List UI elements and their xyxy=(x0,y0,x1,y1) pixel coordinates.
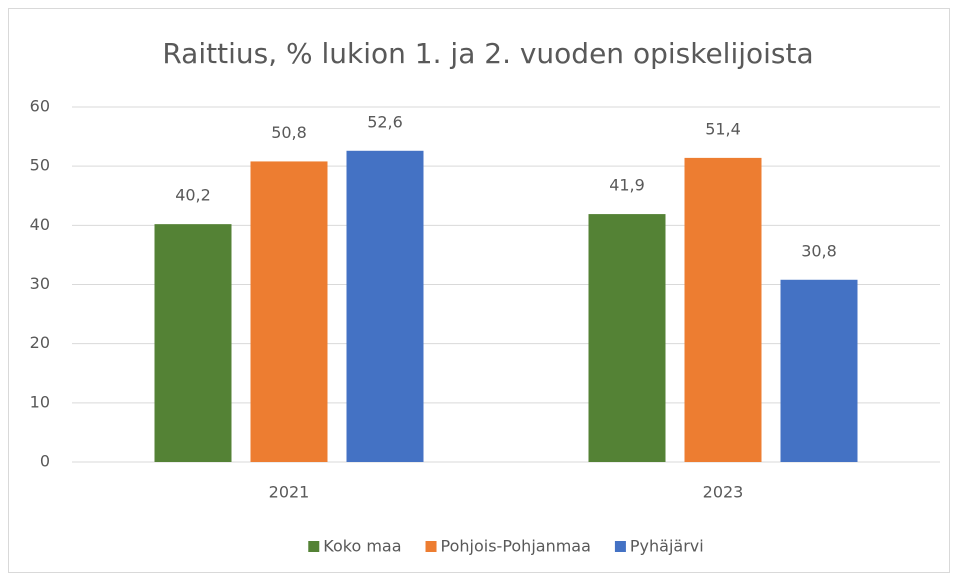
bar xyxy=(588,214,666,462)
data-label: 50,8 xyxy=(271,123,307,142)
y-tick-label: 20 xyxy=(30,333,50,352)
bar xyxy=(250,161,328,462)
chart-title: Raittius, % lukion 1. ja 2. vuoden opisk… xyxy=(162,37,813,70)
legend-label: Pyhäjärvi xyxy=(630,537,704,556)
data-label: 40,2 xyxy=(175,186,211,205)
data-label: 52,6 xyxy=(367,112,403,131)
y-tick-label: 30 xyxy=(30,274,50,293)
bar xyxy=(780,279,858,462)
data-label: 30,8 xyxy=(801,241,837,260)
data-label: 51,4 xyxy=(705,119,741,138)
legend-swatch xyxy=(614,541,626,552)
bar xyxy=(154,224,232,462)
y-tick-label: 60 xyxy=(30,97,50,116)
legend-swatch xyxy=(425,541,437,552)
bar xyxy=(346,150,424,463)
y-tick-label: 40 xyxy=(30,215,50,234)
y-tick-label: 50 xyxy=(30,156,50,175)
bar xyxy=(684,157,762,462)
legend-label: Pohjois-Pohjanmaa xyxy=(441,537,591,556)
x-tick-label: 2021 xyxy=(269,483,310,502)
data-label: 41,9 xyxy=(609,176,645,195)
y-tick-label: 0 xyxy=(40,452,50,471)
y-tick-label: 10 xyxy=(30,392,50,411)
x-tick-label: 2023 xyxy=(703,483,744,502)
legend-label: Koko maa xyxy=(323,537,401,556)
legend-swatch xyxy=(308,541,320,552)
